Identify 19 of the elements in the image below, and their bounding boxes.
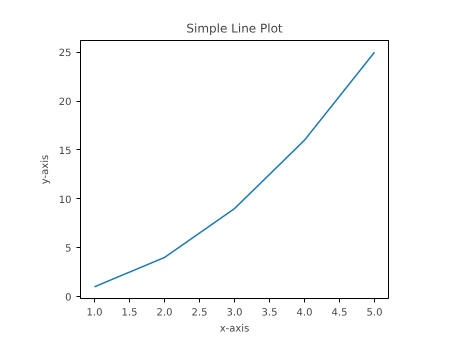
chart-title: Simple Line Plot: [186, 22, 283, 36]
line-series: [94, 51, 376, 288]
y-tick-label: 10: [58, 194, 72, 206]
x-tick-label: 2.5: [192, 308, 208, 318]
y-tick-label: 25: [58, 48, 72, 60]
x-tick-label: 1.5: [122, 308, 138, 318]
x-tick-label: 3.5: [262, 308, 278, 318]
x-tick-label: 5.0: [366, 308, 382, 318]
x-tick-label: 2.0: [156, 308, 172, 318]
y-tick-label: 5: [65, 244, 72, 255]
y-axis-title: y-axis: [40, 154, 51, 184]
y-tick-label: 0: [65, 292, 72, 304]
x-tick-label: 4.5: [332, 308, 348, 318]
y-tick-label: 20: [58, 97, 72, 108]
x-tick-label: 4.0: [296, 308, 312, 318]
x-tick-label: 3.0: [226, 308, 242, 318]
y-tick-label: 15: [58, 146, 72, 157]
x-axis-title: x-axis: [220, 324, 250, 334]
x-tick-label: 1.0: [86, 308, 102, 318]
